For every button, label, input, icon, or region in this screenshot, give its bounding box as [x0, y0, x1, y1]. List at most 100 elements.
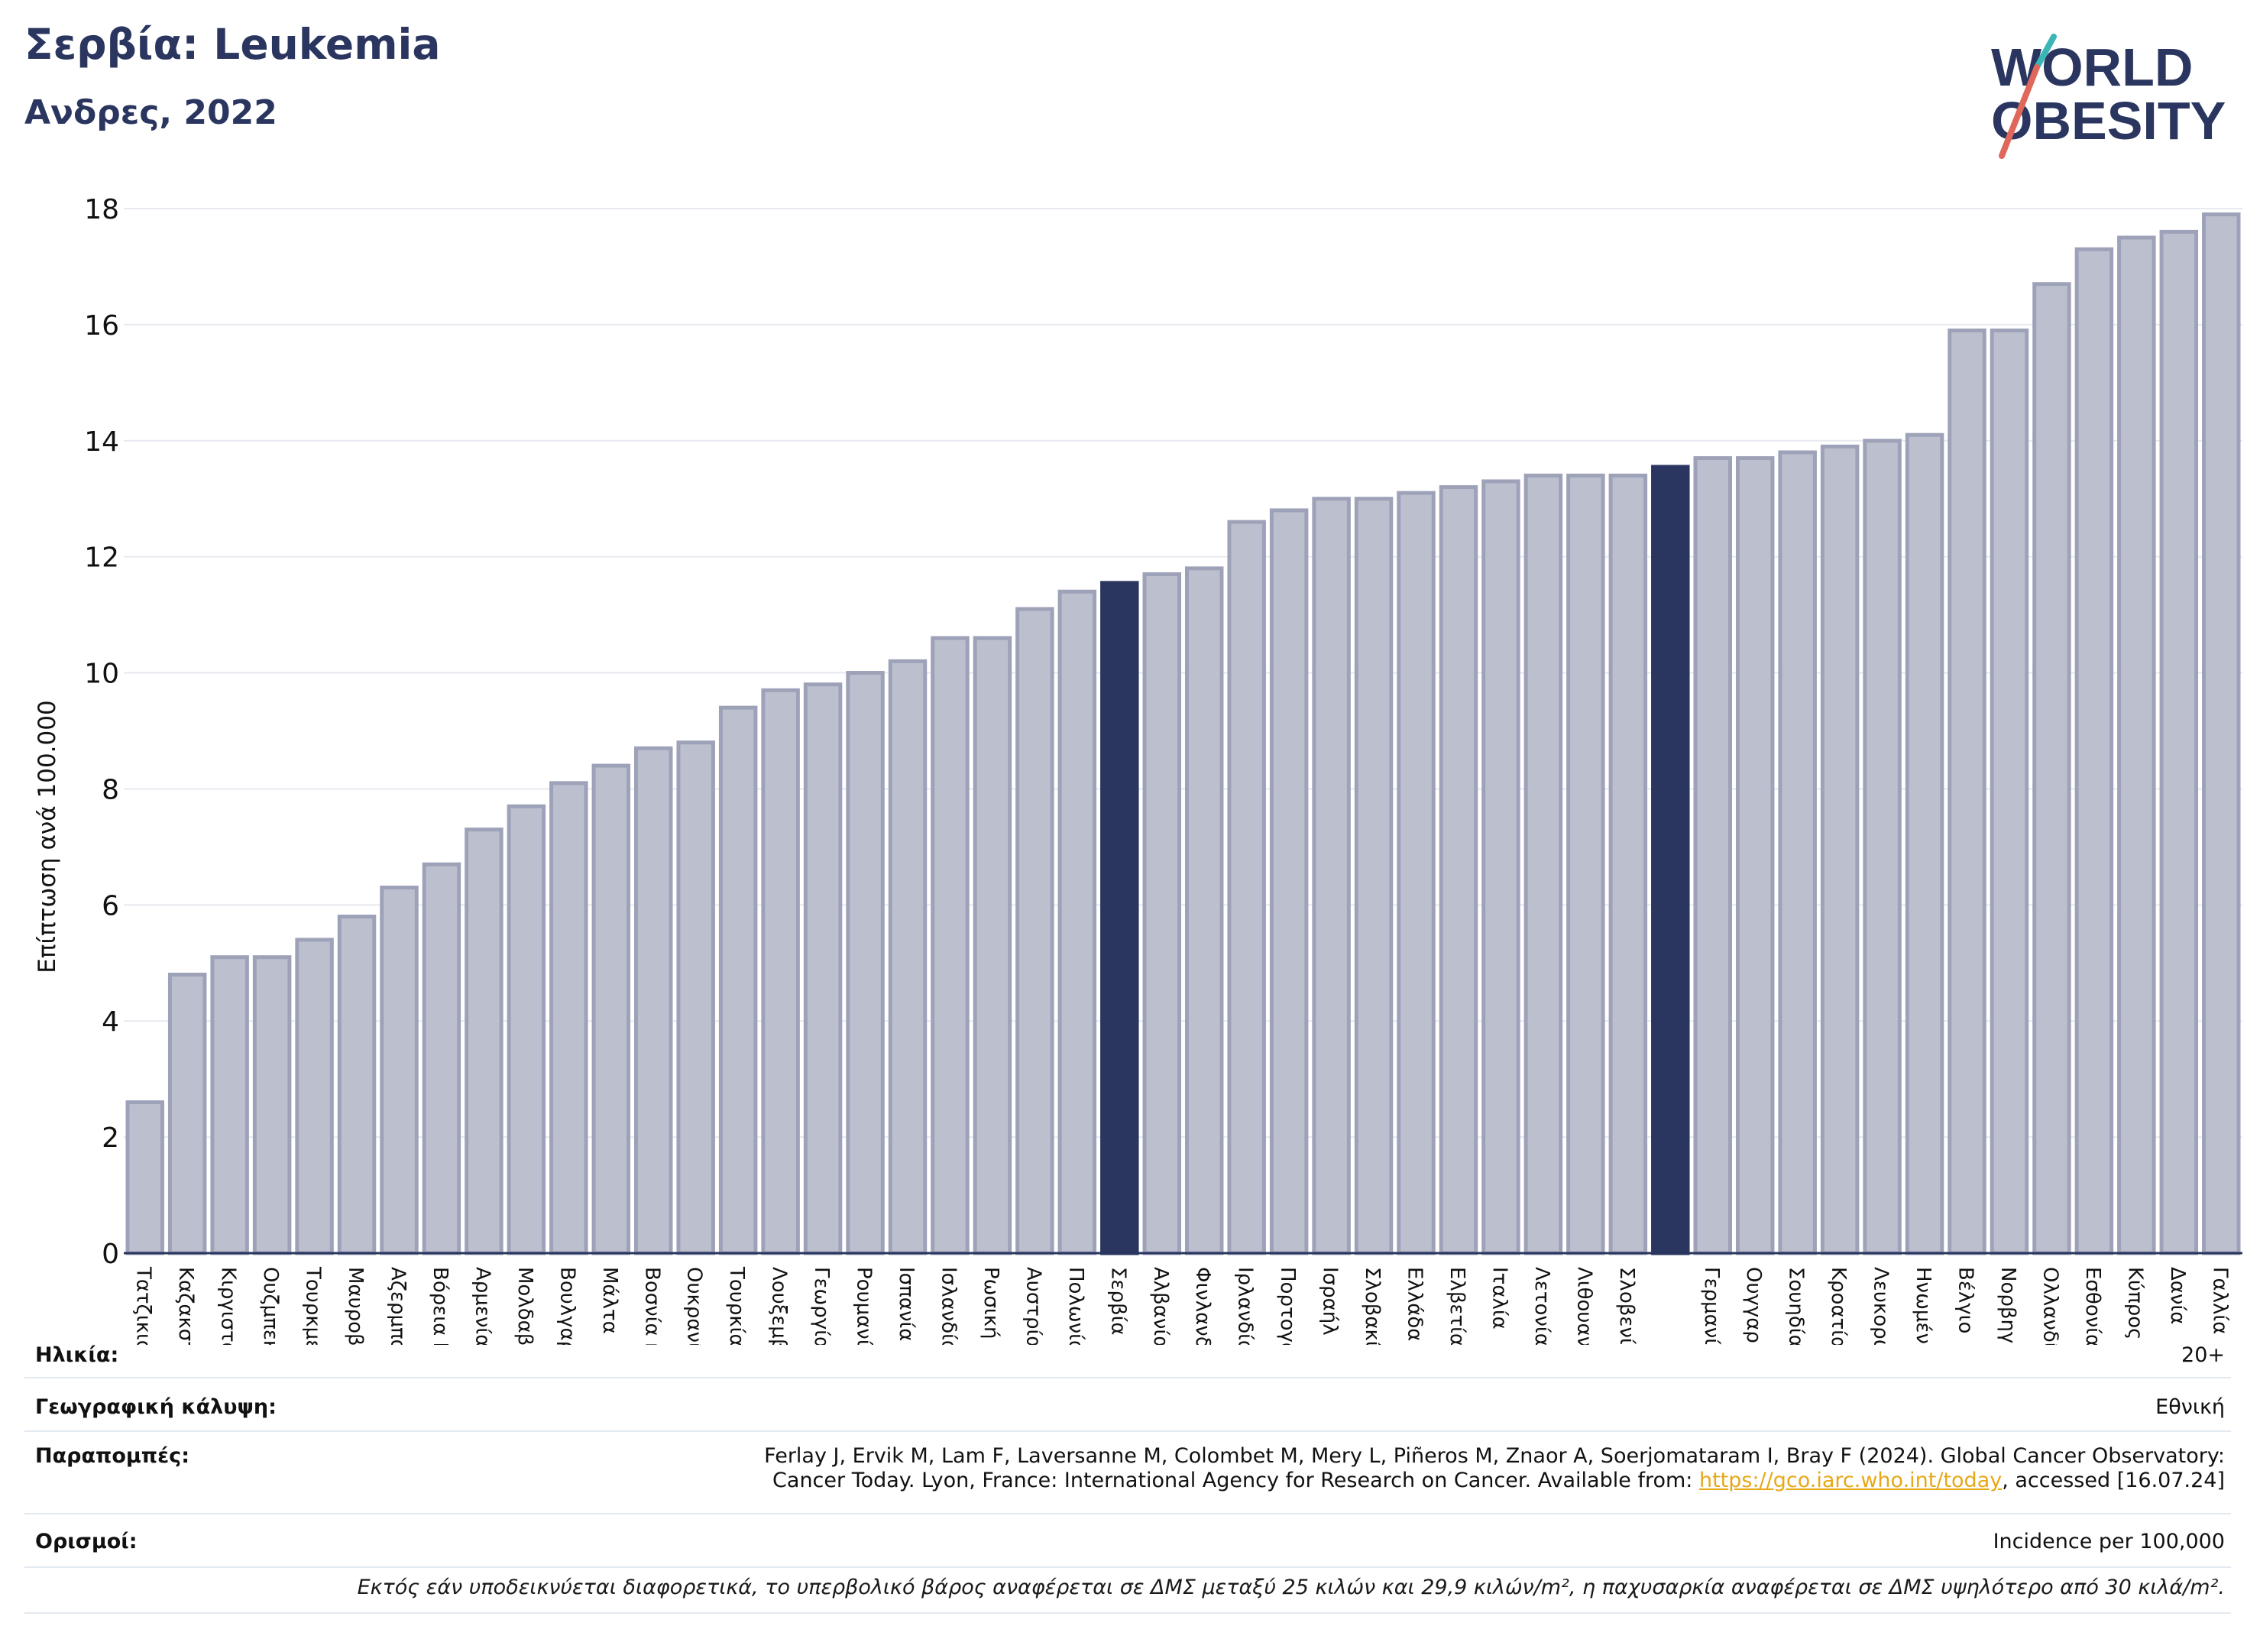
x-tick-label: Σλοβενία	[1615, 1267, 1638, 1345]
x-tick-label: Ρωσική Ομοσπονδία	[979, 1267, 1002, 1345]
x-tick-label: Ουγγαρία	[1742, 1267, 1765, 1345]
x-tick-label: Λευκορωσία	[1870, 1267, 1893, 1345]
bar[interactable]	[1142, 572, 1182, 1255]
x-tick-label: Μάλτα	[598, 1267, 621, 1334]
bar[interactable]	[2159, 229, 2199, 1255]
bar-highlight[interactable]	[1651, 465, 1690, 1255]
x-tick-label: Τουρκία	[725, 1266, 748, 1345]
y-tick-label: 16	[84, 310, 119, 342]
references-link[interactable]: https://gco.iarc.who.int/today	[1698, 1469, 2003, 1492]
bar[interactable]	[507, 804, 546, 1255]
axes: 0 2 4 6 8 10 12 14 16 18 Τατζικιστάν Καζακστάν Κιργι…	[84, 194, 2242, 1345]
bar[interactable]	[2074, 247, 2114, 1255]
bar[interactable]	[1015, 607, 1054, 1255]
bar[interactable]	[1948, 328, 1986, 1255]
bar[interactable]	[380, 886, 419, 1255]
bar[interactable]	[1227, 520, 1266, 1255]
bar[interactable]	[422, 862, 461, 1255]
bar[interactable]	[1735, 456, 1775, 1255]
y-tick-label: 14	[84, 426, 119, 458]
x-tick-label: Φινλανδία	[1191, 1267, 1214, 1345]
bar[interactable]	[1566, 473, 1605, 1255]
bar[interactable]	[1354, 497, 1394, 1255]
definitions-key: Ορισμοί:	[35, 1530, 138, 1553]
bar[interactable]	[1481, 479, 1520, 1255]
x-tick-label: Σουηδία	[1785, 1267, 1808, 1345]
bar[interactable]	[676, 740, 715, 1255]
chart-title: Σερβία: Leukemia	[24, 20, 441, 69]
x-tick-label: Ελλάδα	[1404, 1267, 1426, 1341]
x-tick-label: Ιρλανδία	[1234, 1267, 1257, 1345]
bar-highlight[interactable]	[1100, 581, 1139, 1255]
bar[interactable]	[167, 972, 207, 1255]
bar[interactable]	[549, 781, 588, 1255]
x-tick-label: Ουκρανία	[683, 1267, 706, 1345]
bar[interactable]	[2117, 235, 2156, 1255]
bar[interactable]	[1439, 485, 1478, 1255]
footnote: Εκτός εάν υποδεικνύεται διαφορετικά, το …	[24, 1569, 2231, 1614]
bar[interactable]	[210, 955, 249, 1255]
x-tick-label: Κύπρος	[2123, 1267, 2146, 1339]
bar[interactable]	[1990, 328, 2029, 1255]
bar[interactable]	[1863, 439, 1902, 1255]
bar[interactable]	[803, 682, 843, 1255]
x-tick-label: Ρουμανία	[853, 1267, 876, 1345]
bar[interactable]	[1905, 432, 1944, 1255]
x-tick-label: Αρμενία	[471, 1267, 494, 1345]
coverage-value: Εθνική	[2155, 1395, 2225, 1419]
bar[interactable]	[761, 688, 800, 1255]
references-line2-post: , accessed [16.07.24]	[2002, 1469, 2225, 1492]
bar[interactable]	[888, 659, 928, 1255]
y-axis-label: Επίπτωση ανά 100.000	[34, 700, 61, 973]
bar[interactable]	[1693, 456, 1732, 1255]
bar[interactable]	[1057, 589, 1097, 1255]
bar[interactable]	[2032, 282, 2071, 1255]
bar[interactable]	[252, 955, 292, 1255]
y-tick-label: 4	[102, 1006, 119, 1038]
footnote-text: Εκτός εάν υποδεικνύεται διαφορετικά, το …	[357, 1576, 2225, 1599]
bar[interactable]	[2202, 212, 2241, 1255]
x-tick-label: Βοσνία και Ερζεγοβίνη	[640, 1267, 663, 1345]
x-tick-label: Γερμανία	[1700, 1267, 1723, 1345]
bar[interactable]	[1397, 491, 1436, 1255]
bar[interactable]	[1820, 444, 1860, 1255]
bar[interactable]	[125, 1100, 164, 1255]
age-row: Ηλικία: 20+	[24, 1330, 2231, 1378]
bar[interactable]	[973, 636, 1012, 1255]
x-tick-label: Κροατία	[1827, 1267, 1850, 1345]
x-tick-label: Μολδαβία	[513, 1267, 536, 1345]
bar[interactable]	[1312, 497, 1351, 1255]
bar[interactable]	[1184, 566, 1224, 1255]
bar[interactable]	[1269, 508, 1309, 1255]
bar[interactable]	[337, 915, 377, 1255]
bar[interactable]	[634, 746, 673, 1255]
bar[interactable]	[931, 636, 970, 1255]
x-tick-label: Πορτογαλία	[1276, 1267, 1299, 1345]
x-tick-label: Σλοβακία	[1361, 1267, 1384, 1345]
y-tick-label: 12	[84, 543, 119, 574]
x-tick-label: Ισπανία	[895, 1267, 918, 1341]
age-value: 20+	[2181, 1343, 2225, 1367]
x-tick-label: Βέλγιο	[1954, 1267, 1977, 1333]
x-tick-label: Ισλανδία	[937, 1267, 960, 1345]
x-tick-label: Βουλγαρία	[555, 1267, 578, 1345]
x-tick-label: Αυστρία	[1022, 1267, 1044, 1345]
bar[interactable]	[718, 705, 758, 1255]
chart-subtitle: Ανδρες, 2022	[24, 93, 277, 132]
bar[interactable]	[1778, 450, 1817, 1255]
definitions-row: Ορισμοί: Incidence per 100,000	[24, 1514, 2231, 1568]
x-tick-label: Ελβετία	[1446, 1267, 1468, 1345]
bar[interactable]	[1523, 473, 1563, 1255]
bars	[125, 212, 2241, 1255]
bar-chart: 0 2 4 6 8 10 12 14 16 18 Τατζικιστάν Καζακστάν Κιργι…	[34, 194, 2242, 1345]
bar[interactable]	[295, 938, 334, 1255]
bar[interactable]	[846, 671, 885, 1255]
bar[interactable]	[465, 828, 503, 1255]
x-tick-label: Ηνωμένο Βασίλειο	[1912, 1267, 1935, 1345]
x-tick-label: Δανία	[2166, 1267, 2189, 1324]
bar[interactable]	[1608, 473, 1648, 1255]
bar[interactable]	[591, 763, 631, 1255]
x-tick-label: Τατζικιστάν	[132, 1266, 155, 1345]
y-tick-label: 10	[84, 659, 119, 690]
y-tick-label: 2	[102, 1122, 119, 1154]
